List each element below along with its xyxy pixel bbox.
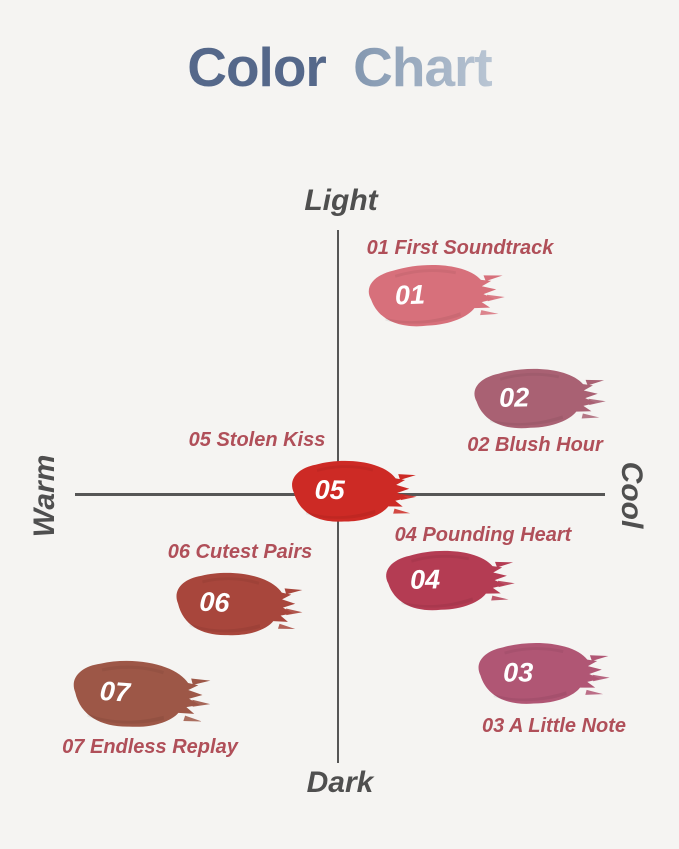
swatch-01-first-soundtrack: 01	[355, 257, 507, 334]
swatch-04-pounding-heart: 04	[373, 545, 516, 617]
swatch-07-endless-replay: 07	[57, 651, 214, 739]
swatch-02-blush-hour: 02	[461, 363, 607, 436]
shade-label-06: 06 Cutest Pairs	[167, 541, 313, 563]
axis-label-cool: Cool	[615, 461, 648, 529]
shade-label-07: 07 Endless Replay	[62, 736, 238, 758]
axis-label-warm: Warm	[28, 454, 61, 538]
svg-text:Color Chart: Color Chart	[187, 36, 492, 98]
swatch-number: 03	[503, 657, 534, 688]
page-title: Color Chart	[187, 36, 493, 98]
swatch-number: 06	[198, 586, 231, 619]
title-word-color: Color	[187, 36, 326, 98]
swatch-05-stolen-kiss: 05	[279, 455, 418, 529]
title-word-chart: Chart	[353, 36, 492, 98]
swatch-number: 02	[498, 382, 530, 413]
shade-label-01: 01 First Soundtrack	[366, 237, 554, 259]
shade-label-03: 03 A Little Note	[481, 715, 627, 737]
shade-label-05: 05 Stolen Kiss	[188, 429, 326, 451]
shade-label-02: 02 Blush Hour	[467, 434, 603, 456]
swatch-number: 01	[394, 279, 426, 311]
swatch-number: 04	[409, 564, 441, 595]
axis-label-dark: Dark	[306, 766, 374, 799]
swatch-03-a-little-note: 03	[466, 638, 611, 710]
swatch-06-cutest-pairs: 06	[162, 564, 306, 645]
shade-label-04: 04 Pounding Heart	[394, 524, 572, 546]
axis-label-light: Light	[304, 184, 378, 217]
swatch-number: 05	[314, 474, 345, 506]
